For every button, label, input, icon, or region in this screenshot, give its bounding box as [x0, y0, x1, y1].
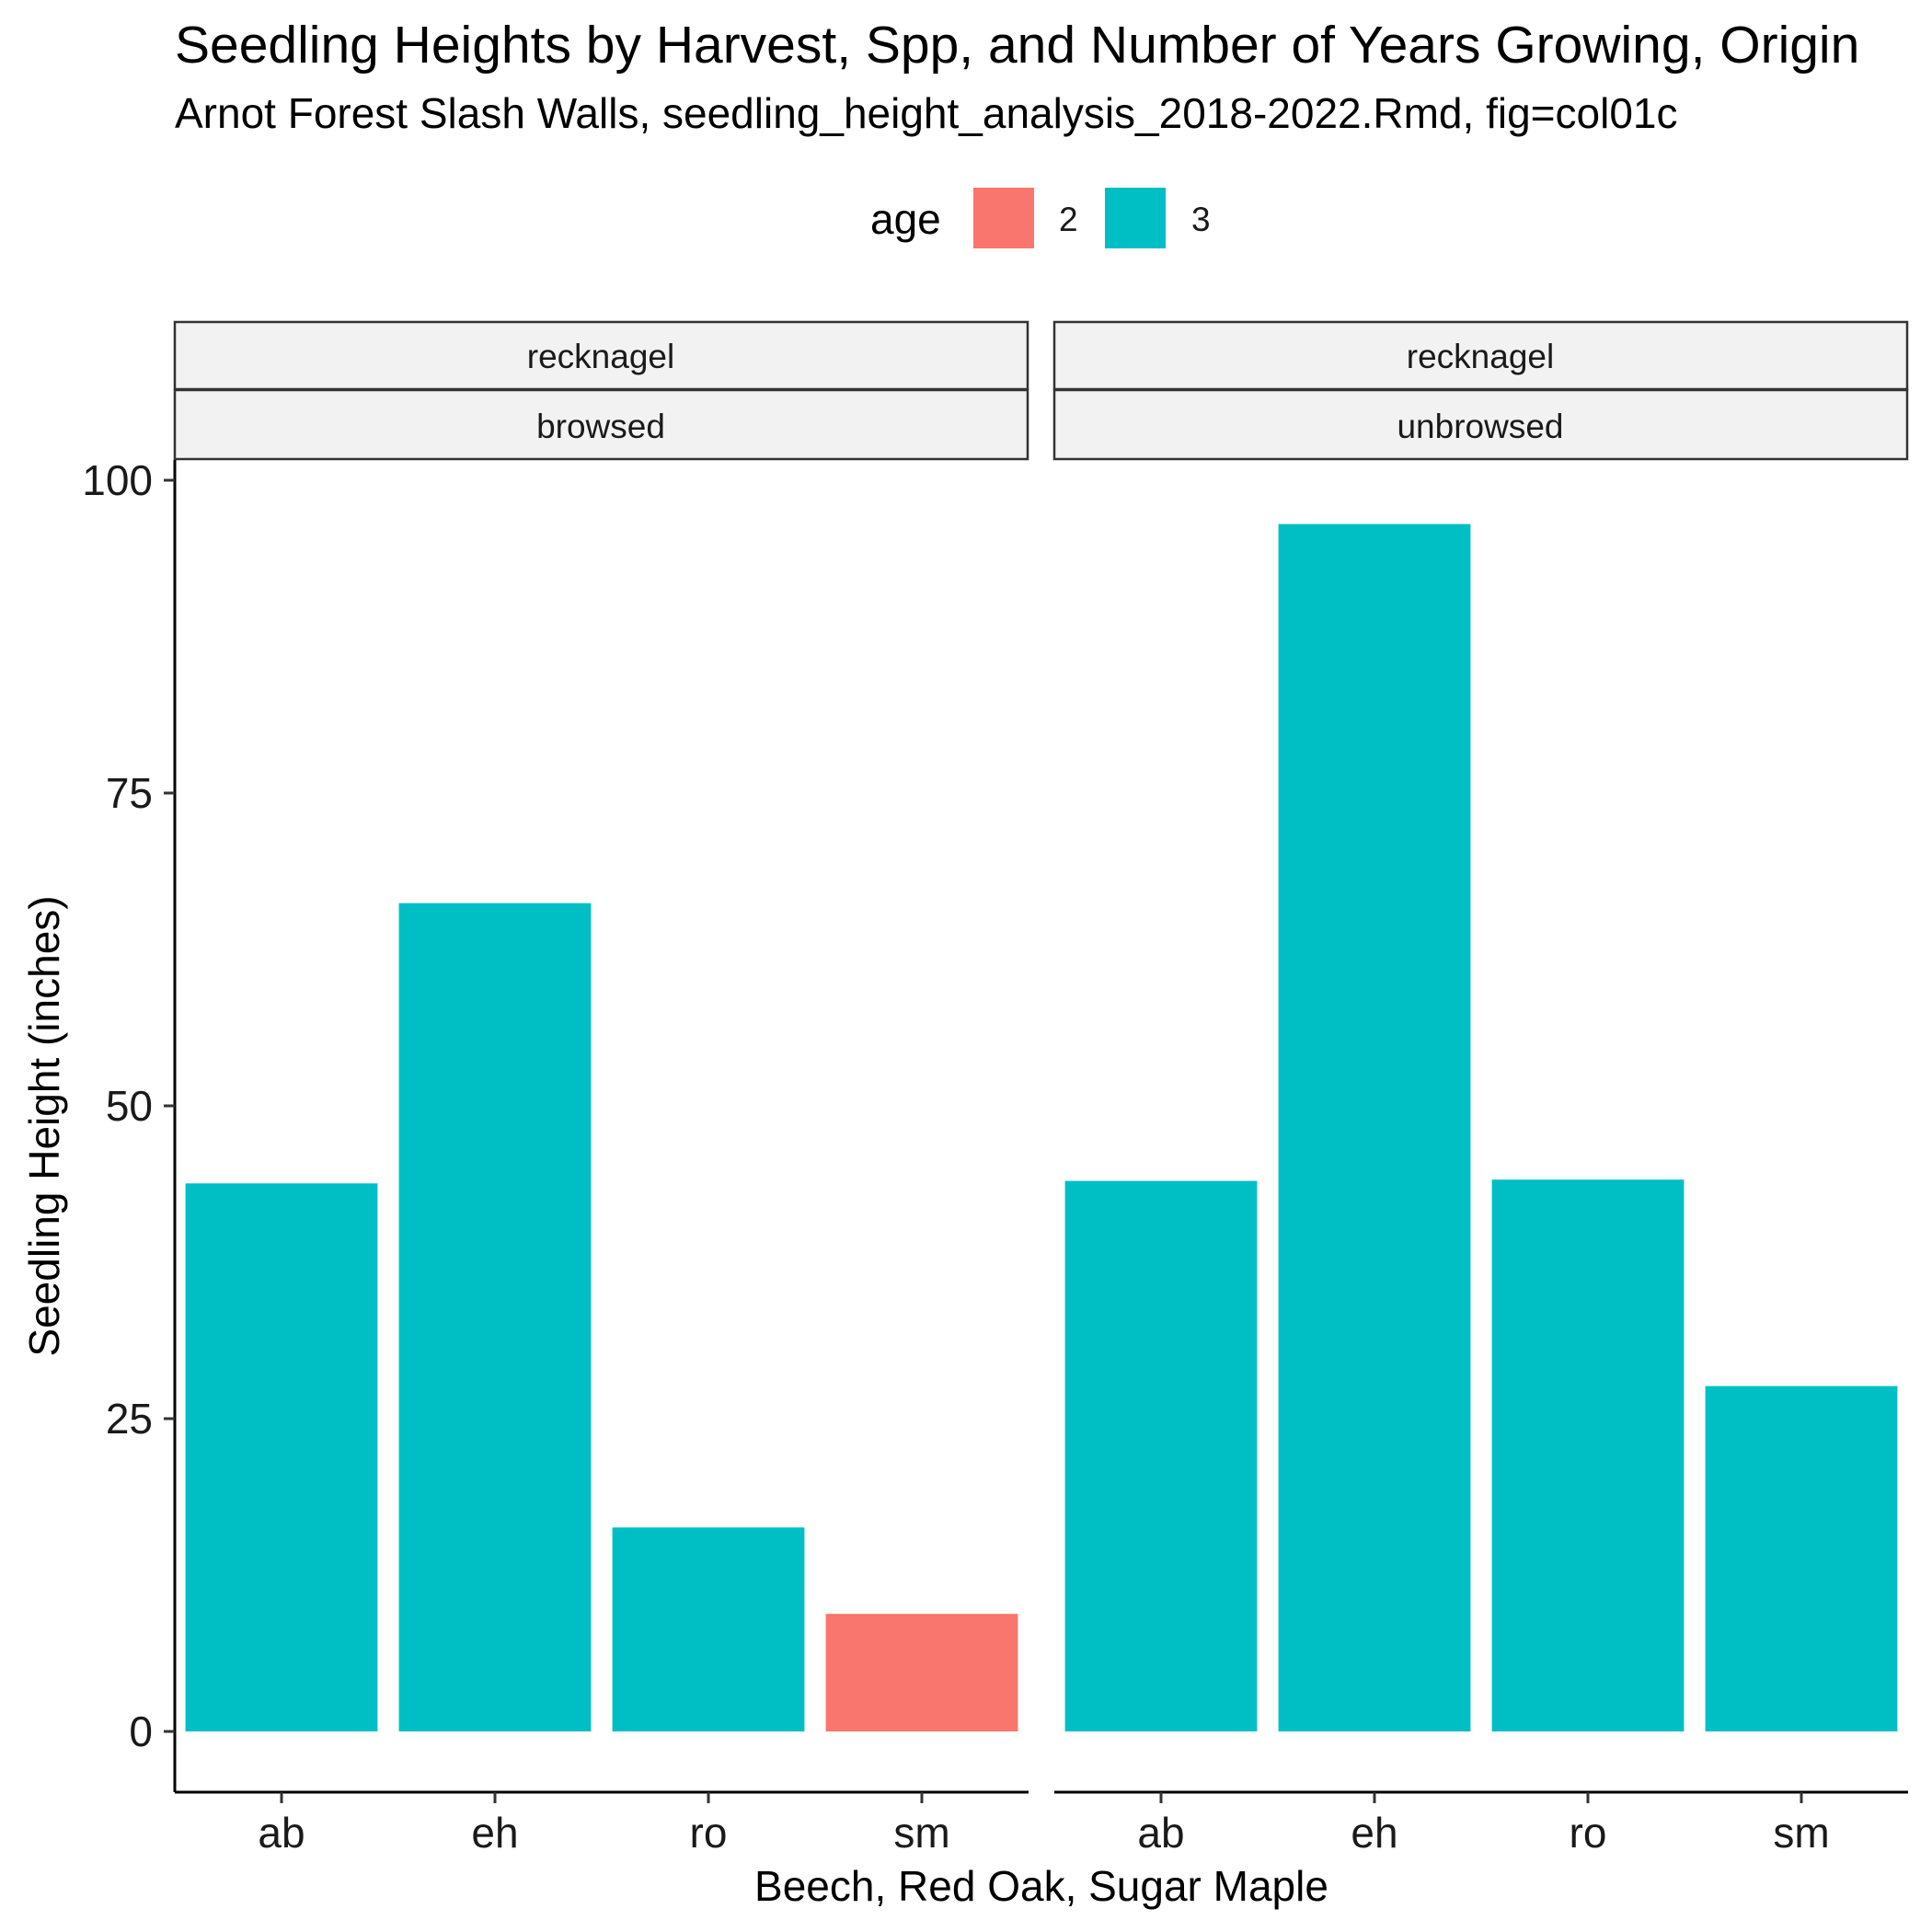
bar-ro — [612, 1527, 805, 1731]
facet-strip-top — [1052, 320, 1909, 391]
bar-sm — [825, 1614, 1018, 1731]
legend-label-age-2: 2 — [1059, 201, 1078, 238]
legend-label-age-3: 3 — [1191, 201, 1211, 238]
x-tick-label-ab: ab — [258, 1809, 305, 1857]
bars — [1064, 523, 1898, 1731]
bar-ab — [1064, 1180, 1258, 1731]
facet-strip-top-label: recknagel — [1407, 338, 1554, 375]
x-tick-label-sm: sm — [893, 1809, 949, 1857]
y-tick-label: 100 — [82, 456, 153, 504]
bar-sm — [1705, 1386, 1898, 1731]
facet-strip-bottom — [173, 388, 1029, 461]
y-tick-label: 50 — [106, 1082, 153, 1130]
facet-strip-bottom-label: browsed — [536, 408, 665, 445]
facet-strip-bottom-label: unbrowsed — [1397, 408, 1563, 445]
chart-title: Seedling Heights by Harvest, Spp, and Nu… — [175, 16, 1859, 75]
x-tick-label-eh: eh — [1351, 1809, 1397, 1857]
facet-browsed: recknagel browsed — [173, 320, 1029, 1731]
legend-key-age-3 — [1105, 188, 1166, 248]
x-tick-label-ro: ro — [1570, 1809, 1607, 1857]
bar-ab — [185, 1183, 378, 1731]
chart-subtitle: Arnot Forest Slash Walls, seedling_heigh… — [175, 89, 1678, 137]
facet-strip-top — [173, 320, 1029, 391]
bars — [185, 903, 1018, 1731]
x-tick-label-eh: eh — [471, 1809, 518, 1857]
y-axis-title: Seedling Height (inches) — [20, 895, 68, 1356]
x-tick-label-ab: ab — [1137, 1809, 1184, 1857]
x-tick-label-ro: ro — [690, 1809, 728, 1857]
bar-eh — [1278, 523, 1471, 1731]
facet-unbrowsed: recknagel unbrowsed — [1052, 320, 1909, 1731]
y-ticks: 0 25 50 75 100 — [82, 456, 175, 1755]
y-tick-label: 25 — [106, 1395, 153, 1443]
y-tick-label: 75 — [106, 769, 153, 817]
axes: 0 25 50 75 100 ab eh ro sm ab eh ro sm — [82, 456, 1908, 1857]
facet-strip-bottom — [1052, 388, 1909, 461]
bar-ro — [1491, 1179, 1685, 1731]
legend: age 2 3 — [870, 188, 1211, 248]
x-tick-label-sm: sm — [1773, 1809, 1829, 1857]
facet-strip-top-label: recknagel — [527, 338, 674, 375]
x-ticks: ab eh ro sm ab eh ro sm — [258, 1792, 1830, 1857]
legend-title: age — [870, 195, 941, 243]
legend-key-age-2 — [973, 188, 1034, 248]
bar-eh — [398, 903, 592, 1731]
x-axis-title: Beech, Red Oak, Sugar Maple — [754, 1862, 1328, 1910]
y-tick-label: 0 — [129, 1708, 153, 1755]
